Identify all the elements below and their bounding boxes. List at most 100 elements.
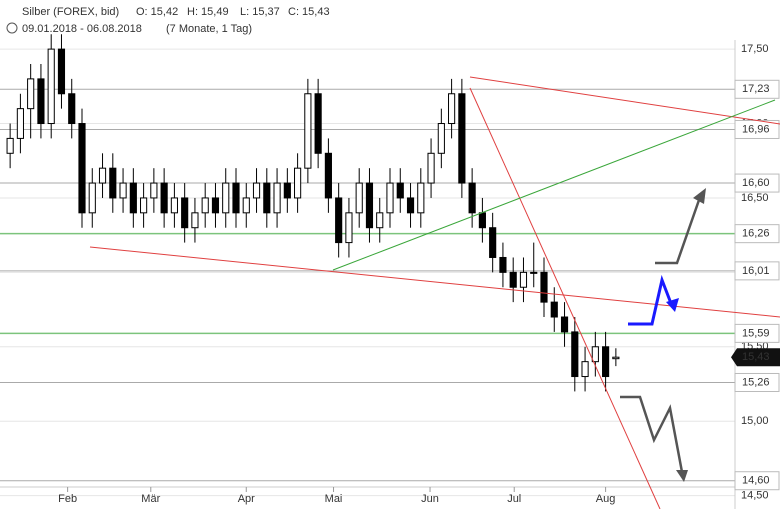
candle-body: [458, 93, 466, 184]
candle-body: [37, 78, 45, 125]
level-box: [734, 471, 780, 491]
candle-body: [160, 182, 168, 214]
candle-body: [6, 137, 14, 154]
candle-body: [27, 78, 35, 110]
candle-body: [222, 182, 230, 214]
trendline: [332, 99, 776, 271]
level-label: 16,96: [742, 123, 770, 135]
arrow: [620, 395, 684, 473]
candle-body: [140, 197, 148, 214]
y-tick-label: 16,50: [741, 192, 769, 204]
candle-body: [324, 152, 332, 199]
x-tick-label: Aug: [596, 493, 616, 505]
candle-body: [191, 212, 199, 229]
quote-open: O: 15,42: [136, 6, 178, 18]
candle-body: [150, 182, 158, 199]
candle-body: [478, 212, 486, 229]
candle-body: [109, 167, 117, 199]
x-tick-label: Feb: [58, 493, 77, 505]
level-label: 14,60: [742, 475, 770, 487]
candle-body: [181, 197, 189, 229]
arrowhead: [676, 470, 688, 482]
arrowhead: [693, 188, 706, 204]
symbol: Silber (FOREX, bid): [22, 6, 119, 18]
trendlines: [89, 76, 780, 509]
candle-body: [78, 123, 86, 214]
x-tick-label: Mär: [141, 493, 160, 505]
level-box: [734, 173, 780, 193]
candle-body: [489, 227, 497, 258]
level-label: 15,26: [742, 376, 770, 388]
candle-body: [571, 331, 579, 378]
candle-body: [499, 256, 507, 273]
candle-body: [427, 152, 435, 184]
level-label: 17,23: [742, 83, 770, 95]
candle-body: [273, 182, 281, 214]
candle-body: [540, 271, 548, 303]
period: (7 Monate, 1 Tag): [166, 23, 252, 35]
last-price-box: [731, 348, 780, 367]
trendline: [469, 87, 661, 509]
candle-body: [47, 48, 55, 125]
candle-body: [530, 271, 538, 274]
trendline: [469, 76, 780, 125]
y-tick-label: 17,50: [741, 43, 769, 55]
candle-body: [417, 182, 425, 214]
candle-body: [591, 346, 599, 363]
candle-body: [211, 197, 220, 214]
quote-close: C: 15,43: [288, 6, 330, 18]
y-tick-label: 14,50: [741, 490, 769, 502]
candle-body: [602, 346, 610, 378]
y-tick-label: 15,00: [741, 415, 769, 427]
candle-body: [314, 93, 322, 154]
candle-body: [468, 182, 476, 214]
candle-body: [345, 212, 353, 244]
candle-body: [448, 93, 456, 125]
candle-body: [98, 167, 107, 184]
level-label: 16,60: [742, 177, 770, 189]
candle-body: [396, 182, 404, 199]
plot: 14,5015,0015,5016,0016,5017,0017,50FebMä…: [0, 34, 780, 509]
candle-body: [560, 316, 569, 333]
level-label: 15,59: [742, 327, 770, 339]
arrow: [628, 274, 674, 326]
candle-body: [437, 123, 445, 154]
candle-body: [612, 356, 620, 360]
candle-body: [294, 167, 302, 199]
candle-body: [16, 108, 24, 139]
last-price-label: 15,43: [742, 351, 770, 363]
x-tick-label: Apr: [238, 493, 255, 505]
candle-body: [406, 197, 415, 214]
candle-body: [519, 271, 528, 288]
candle-body: [119, 182, 127, 199]
candle-body: [232, 182, 240, 214]
candle-body: [88, 182, 96, 214]
clock-icon: [6, 22, 18, 34]
level-box: [734, 323, 780, 343]
candle-body: [242, 197, 250, 214]
x-tick-label: Jun: [421, 493, 439, 505]
trendline: [89, 246, 780, 318]
candle-body: [509, 271, 517, 288]
candle-body: [57, 48, 66, 95]
arrow: [655, 199, 701, 265]
candle-body: [263, 182, 271, 214]
candle-body: [129, 182, 137, 214]
quote-low: L: 15,37: [240, 6, 280, 18]
candle-body: [252, 182, 261, 199]
date-range: 09.01.2018 - 06.08.2018: [22, 23, 142, 35]
candle-body: [304, 93, 312, 169]
candle-body: [355, 182, 363, 214]
level-label: 16,01: [742, 265, 770, 277]
candle-body: [376, 212, 384, 229]
level-box: [734, 261, 780, 281]
candle-body: [581, 361, 589, 378]
x-tick-label: Mai: [325, 493, 343, 505]
candle-body: [386, 182, 394, 214]
level-label: 16,26: [742, 228, 770, 240]
candle-body: [365, 182, 374, 229]
candle-body: [550, 301, 558, 318]
quote-high: H: 15,49: [187, 6, 229, 18]
level-box: [734, 224, 780, 244]
